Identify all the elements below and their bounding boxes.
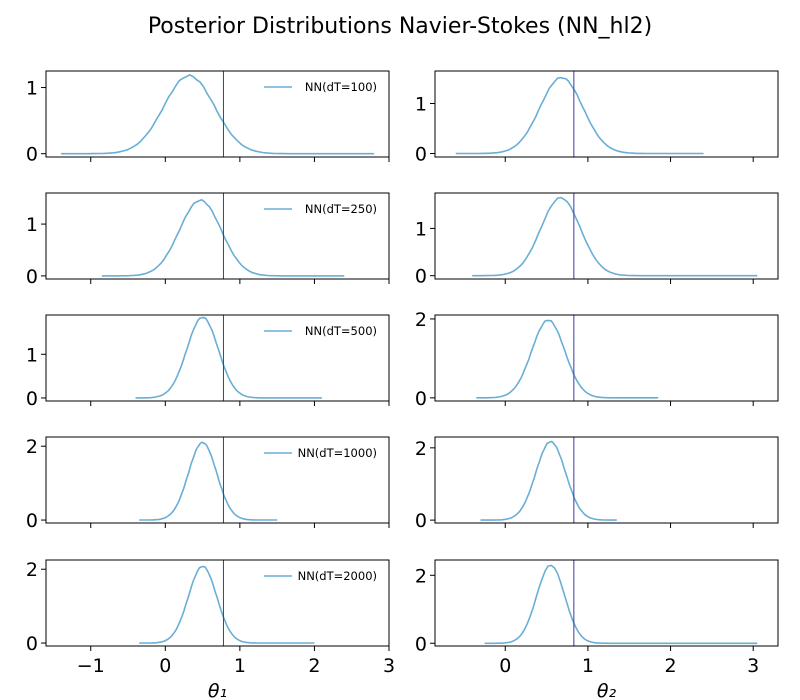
- y-tick-label: 1: [415, 94, 427, 116]
- y-tick-label: 2: [26, 559, 38, 581]
- panel-frame: [434, 314, 779, 402]
- density-curve: [60, 74, 375, 155]
- legend-label: NN(dT=2000): [298, 569, 377, 583]
- density-curve: [139, 441, 278, 521]
- y-tick-label: 0: [26, 633, 38, 655]
- y-tick-label: 0: [415, 633, 427, 655]
- panel-frame: [45, 436, 390, 524]
- y-tick-label: 1: [415, 218, 427, 240]
- y-tick-label: 1: [26, 78, 38, 100]
- density-curve: [472, 196, 758, 277]
- x-tick-label: 1: [582, 655, 594, 677]
- panel-2-2: 01: [415, 192, 779, 288]
- density-curve: [476, 319, 659, 399]
- x-tick-label: 3: [383, 655, 395, 677]
- panel-2-5: 0 2 0 1 2 3: [415, 559, 779, 677]
- density-curve: [139, 565, 315, 644]
- y-tick-label: 0: [26, 266, 38, 288]
- y-tick-label: 1: [26, 344, 38, 366]
- y-tick-label: 0: [415, 266, 427, 288]
- panel-1-4: 0 2 NN(dT=1000): [26, 436, 390, 532]
- legend-label: NN(dT=100): [305, 80, 377, 94]
- density-curve: [484, 564, 758, 645]
- x-axis-title: θ₂: [597, 680, 617, 700]
- y-tick-label: 0: [415, 510, 427, 532]
- y-tick-label: 2: [26, 436, 38, 458]
- y-tick-label: 0: [415, 388, 427, 410]
- figure-title: Posterior Distributions Navier-Stokes (N…: [148, 14, 652, 39]
- panel-frame: [434, 559, 779, 647]
- panel-frame: [434, 70, 779, 158]
- x-tick-label: 2: [308, 655, 320, 677]
- panel-1-3: 0 1 NN(dT=500): [26, 314, 390, 410]
- y-tick-label: 0: [26, 510, 38, 532]
- x-tick-label: 1: [234, 655, 246, 677]
- y-tick-label: 0: [415, 144, 427, 166]
- density-curve: [135, 316, 322, 399]
- panel-1-5: 0 2 −1 0 1 2 3 NN(dT=2000): [26, 559, 395, 677]
- panel-2-4: 02: [415, 436, 779, 532]
- y-tick-label: 2: [415, 309, 427, 331]
- y-tick-label: 2: [415, 438, 427, 460]
- y-tick-label: 0: [26, 144, 38, 166]
- x-axis-title: θ₁: [208, 680, 227, 700]
- y-tick-label: 1: [26, 214, 38, 236]
- density-curve: [480, 440, 617, 521]
- legend-label: NN(dT=1000): [298, 446, 377, 460]
- panel-frame: [45, 314, 390, 402]
- y-tick-label: 2: [415, 565, 427, 587]
- panel-frame: [45, 192, 390, 280]
- panel-2-3: 02: [415, 309, 779, 410]
- panel-1-2: 0 1 NN(dT=250): [26, 192, 390, 288]
- panel-frame: [45, 70, 390, 158]
- panel-frame: [45, 559, 390, 647]
- density-curve: [455, 76, 704, 155]
- x-tick-label: 0: [159, 655, 171, 677]
- x-tick-label: −1: [77, 655, 105, 677]
- panel-1-1: 0 1 NN(dT=100): [26, 70, 390, 166]
- x-tick-label: 2: [665, 655, 677, 677]
- legend-label: NN(dT=250): [305, 202, 377, 216]
- y-tick-label: 0: [26, 388, 38, 410]
- panel-frame: [434, 192, 779, 280]
- x-tick-label: 3: [747, 655, 759, 677]
- panel-frame: [434, 436, 779, 524]
- panel-2-1: 01: [415, 70, 779, 166]
- x-tick-label: 0: [499, 655, 511, 677]
- legend-label: NN(dT=500): [305, 324, 377, 338]
